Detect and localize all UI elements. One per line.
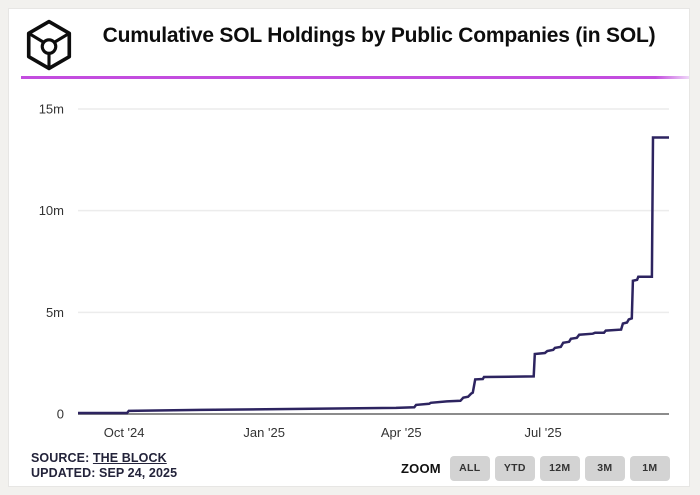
zoom-3m-button[interactable]: 3M <box>584 455 625 481</box>
y-tick-label: 10m <box>39 203 64 218</box>
chart-title: Cumulative SOL Holdings by Public Compan… <box>102 24 656 47</box>
x-tick-label: Apr '25 <box>381 425 422 440</box>
series-line <box>78 136 669 415</box>
zoom-12m-button[interactable]: 12M <box>539 455 580 481</box>
chart-card: Cumulative SOL Holdings by Public Compan… <box>8 8 690 487</box>
y-tick-label: 15m <box>39 102 64 117</box>
holdings-line-chart[interactable]: 0 5m 10m 15m Oct '24 Jan '25 Apr '25 Jul '25 <box>9 9 691 488</box>
x-tick-label: Oct '24 <box>104 425 145 440</box>
x-tick-label: Jul '25 <box>525 425 562 440</box>
the-block-logo-icon <box>26 19 72 71</box>
y-tick-label: 0 <box>57 407 64 422</box>
zoom-all-button[interactable]: ALL <box>449 455 490 481</box>
accent-divider <box>21 76 689 79</box>
source-block: SOURCE: THE BLOCK UPDATED: SEP 24, 2025 <box>31 451 177 481</box>
zoom-ytd-button[interactable]: YTD <box>494 455 535 481</box>
zoom-label: ZOOM <box>401 460 441 476</box>
source-label: SOURCE: <box>31 451 93 465</box>
zoom-controls: ZOOM ALL YTD 12M 3M 1M <box>401 455 670 481</box>
y-tick-label: 5m <box>46 305 64 320</box>
source-link[interactable]: THE BLOCK <box>92 451 167 465</box>
zoom-1m-button[interactable]: 1M <box>629 455 670 481</box>
updated-line: UPDATED: SEP 24, 2025 <box>31 466 178 480</box>
x-tick-label: Jan '25 <box>243 425 285 440</box>
source-line: SOURCE: THE BLOCK <box>31 451 177 466</box>
